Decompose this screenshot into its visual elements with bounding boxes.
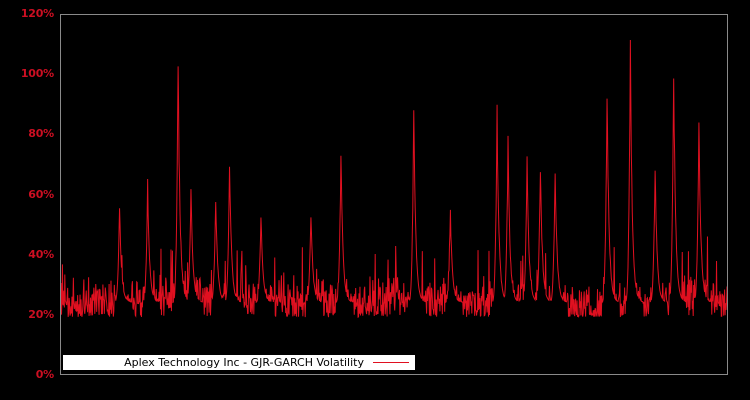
legend-line-swatch [373,362,409,363]
chart-legend[interactable]: Aplex Technology Inc - GJR-GARCH Volatil… [63,355,415,370]
y-axis-tick-label: 100% [20,67,54,81]
y-axis-tick-label: 60% [28,187,54,201]
y-axis: 0% 20% 40% 60% 80% 100% 120% [0,0,54,400]
y-axis-tick-label: 40% [28,247,54,261]
y-axis-tick-label: 80% [28,127,54,141]
series-polyline [61,40,727,317]
y-axis-tick-label: 120% [20,7,54,20]
y-axis-tick-label: 20% [28,307,54,321]
plot-area [60,14,728,375]
volatility-series [61,15,727,374]
legend-item-label: Aplex Technology Inc - GJR-GARCH Volatil… [124,356,364,369]
y-axis-tick-label: 0% [35,368,54,381]
